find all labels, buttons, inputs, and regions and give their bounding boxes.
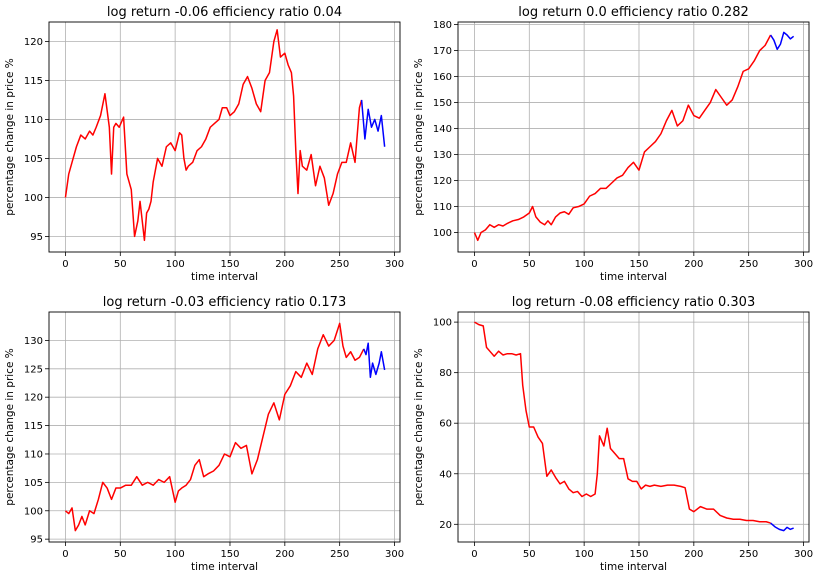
x-tick-label: 200: [275, 549, 294, 560]
x-axis-label: time interval: [600, 561, 667, 573]
series-line-2: [360, 99, 386, 147]
plot-frame: [457, 311, 810, 543]
x-tick-label: 0: [471, 549, 477, 560]
y-tick-label: 105: [24, 478, 43, 489]
x-axis-label: time interval: [191, 561, 258, 573]
x-tick-label: 50: [523, 259, 536, 270]
series-line-1: [474, 321, 771, 524]
plot-frame: [48, 21, 401, 253]
x-tick-label: 50: [114, 549, 127, 560]
x-tick-label: 50: [523, 549, 536, 560]
y-tick-label: 20: [439, 520, 452, 531]
x-tick-label: 250: [739, 259, 758, 270]
y-tick-label: 60: [439, 419, 452, 430]
y-tick-label: 100: [24, 193, 43, 204]
x-tick-label: 100: [166, 549, 185, 560]
plot-frame: [457, 21, 810, 253]
y-tick-label: 105: [24, 154, 43, 165]
series-line-1: [64, 29, 363, 242]
x-tick-label: 300: [794, 259, 813, 270]
x-tick-label: 150: [629, 549, 648, 560]
chart-title: log return 0.0 efficiency ratio 0.282: [518, 5, 749, 20]
x-tick-label: 250: [330, 549, 349, 560]
chart-title: log return -0.06 efficiency ratio 0.04: [107, 5, 342, 20]
y-tick-label: 40: [439, 469, 452, 480]
y-tick-label: 110: [24, 449, 43, 460]
x-tick-label: 200: [684, 259, 703, 270]
y-tick-label: 130: [433, 150, 452, 161]
x-tick-label: 200: [684, 549, 703, 560]
x-tick-label: 300: [385, 259, 404, 270]
y-tick-label: 120: [24, 393, 43, 404]
y-tick-label: 170: [433, 46, 452, 57]
y-tick-label: 150: [433, 98, 452, 109]
y-axis-label: percentage change in price %: [413, 58, 425, 215]
y-tick-label: 95: [30, 232, 43, 243]
chart-panel-3: 0 50 100 150 200 250 300 95 100 105 110 115 120 125 13…: [4, 295, 404, 573]
series-line-2: [770, 522, 794, 532]
y-tick-label: 115: [24, 421, 43, 432]
x-tick-label: 0: [62, 549, 68, 560]
y-axis-label: percentage change in price %: [4, 348, 16, 505]
y-tick-label: 180: [433, 20, 452, 31]
x-tick-label: 100: [575, 259, 594, 270]
x-tick-label: 300: [794, 549, 813, 560]
y-tick-label: 120: [24, 37, 43, 48]
x-tick-label: 150: [220, 549, 239, 560]
x-tick-label: 100: [575, 549, 594, 560]
y-tick-label: 130: [24, 336, 43, 347]
plot-frame: [48, 311, 401, 543]
x-tick-label: 300: [385, 549, 404, 560]
y-tick-label: 100: [24, 506, 43, 517]
x-tick-label: 0: [62, 259, 68, 270]
y-axis-label: percentage change in price %: [4, 58, 16, 215]
x-tick-label: 0: [471, 259, 477, 270]
y-tick-label: 100: [433, 318, 452, 329]
y-tick-label: 125: [24, 364, 43, 375]
y-tick-label: 140: [433, 124, 452, 135]
series-line-2: [769, 31, 795, 51]
y-axis-label: percentage change in price %: [413, 348, 425, 505]
series-line-2: [363, 342, 386, 379]
y-tick-label: 110: [433, 202, 452, 213]
series-line-1: [473, 34, 772, 242]
x-tick-label: 150: [220, 259, 239, 270]
chart-panel-2: 0 50 100 150 200 250 300 100 110 120 130 140 150 160 1…: [413, 5, 813, 283]
series-line-1: [64, 322, 365, 532]
y-tick-label: 80: [439, 368, 452, 379]
y-tick-label: 115: [24, 76, 43, 87]
x-tick-label: 100: [166, 259, 185, 270]
x-tick-label: 150: [629, 259, 648, 270]
y-tick-label: 160: [433, 72, 452, 83]
y-tick-label: 100: [433, 228, 452, 239]
y-tick-label: 95: [30, 535, 43, 546]
x-tick-label: 250: [739, 549, 758, 560]
chart-title: log return -0.03 efficiency ratio 0.173: [103, 295, 346, 310]
chart-panel-1: 0 50 100 150 200 250 300 95 100 105 110 115 120 log r…: [4, 5, 404, 283]
y-tick-label: 110: [24, 115, 43, 126]
x-tick-label: 200: [275, 259, 294, 270]
x-tick-label: 50: [114, 259, 127, 270]
x-tick-label: 250: [330, 259, 349, 270]
x-axis-label: time interval: [600, 271, 667, 283]
chart-panel-4: 0 50 100 150 200 250 300 20 40 60 80 100 log return …: [413, 295, 813, 573]
chart-title: log return -0.08 efficiency ratio 0.303: [512, 295, 755, 310]
x-axis-label: time interval: [191, 271, 258, 283]
y-tick-label: 120: [433, 176, 452, 187]
